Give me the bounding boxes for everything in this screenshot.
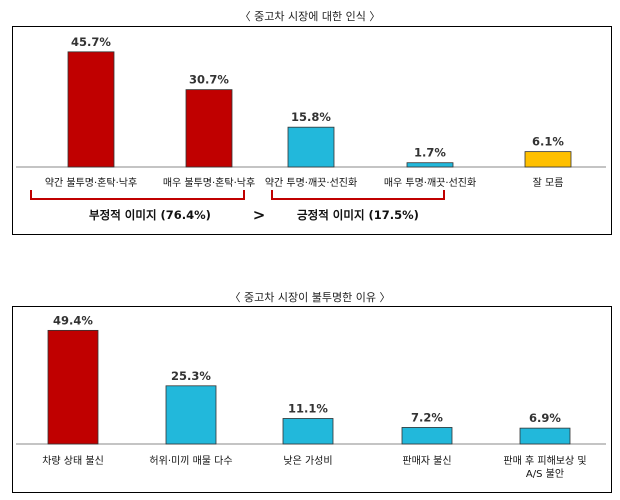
bar — [287, 126, 335, 168]
bar — [185, 89, 233, 168]
bar — [401, 427, 453, 445]
category-label: 차량 상태 불신 — [42, 455, 104, 467]
category-label: 잘 모름 — [533, 177, 564, 189]
comparison-sign: > — [253, 206, 266, 224]
data-label: 45.7% — [71, 35, 111, 49]
chart1-title: 〈 중고차 시장에 대한 인식 〉 — [239, 10, 381, 23]
group-bracket — [271, 190, 445, 200]
data-label: 11.1% — [288, 401, 328, 415]
group-label: 부정적 이미지 (76.4%) — [89, 208, 211, 222]
bar — [406, 162, 454, 168]
bar — [282, 418, 334, 445]
group-bracket — [30, 190, 245, 200]
bar — [524, 151, 572, 168]
category-label: 판매자 불신 — [402, 455, 451, 467]
category-label: 판매 후 피해보상 및 A/S 불안 — [503, 454, 586, 480]
data-label: 30.7% — [189, 73, 229, 87]
category-label: 낮은 가성비 — [283, 455, 332, 467]
group-label: 긍정적 이미지 (17.5%) — [297, 208, 419, 222]
data-label: 15.8% — [291, 110, 331, 124]
data-label: 6.1% — [532, 135, 564, 149]
category-label: 허위·미끼 매물 다수 — [149, 454, 232, 467]
data-label: 1.7% — [414, 146, 446, 160]
data-label: 49.4% — [53, 313, 93, 327]
category-label: 약간 투명·깨끗·선진화 — [265, 177, 357, 189]
category-label: 약간 불투명·혼탁·낙후 — [45, 176, 137, 189]
category-label: 매우 투명·깨끗·선진화 — [384, 177, 476, 189]
data-label: 25.3% — [171, 369, 211, 383]
bar — [519, 427, 571, 445]
bar — [165, 385, 217, 445]
chart2-title: 〈 중고차 시장이 불투명한 이유 〉 — [229, 291, 391, 304]
data-label: 7.2% — [411, 410, 443, 424]
bar — [47, 329, 99, 445]
bar — [67, 51, 115, 168]
chart2-panel — [12, 306, 612, 493]
category-label: 매우 불투명·혼탁·낙후 — [163, 176, 255, 189]
data-label: 6.9% — [529, 411, 561, 425]
